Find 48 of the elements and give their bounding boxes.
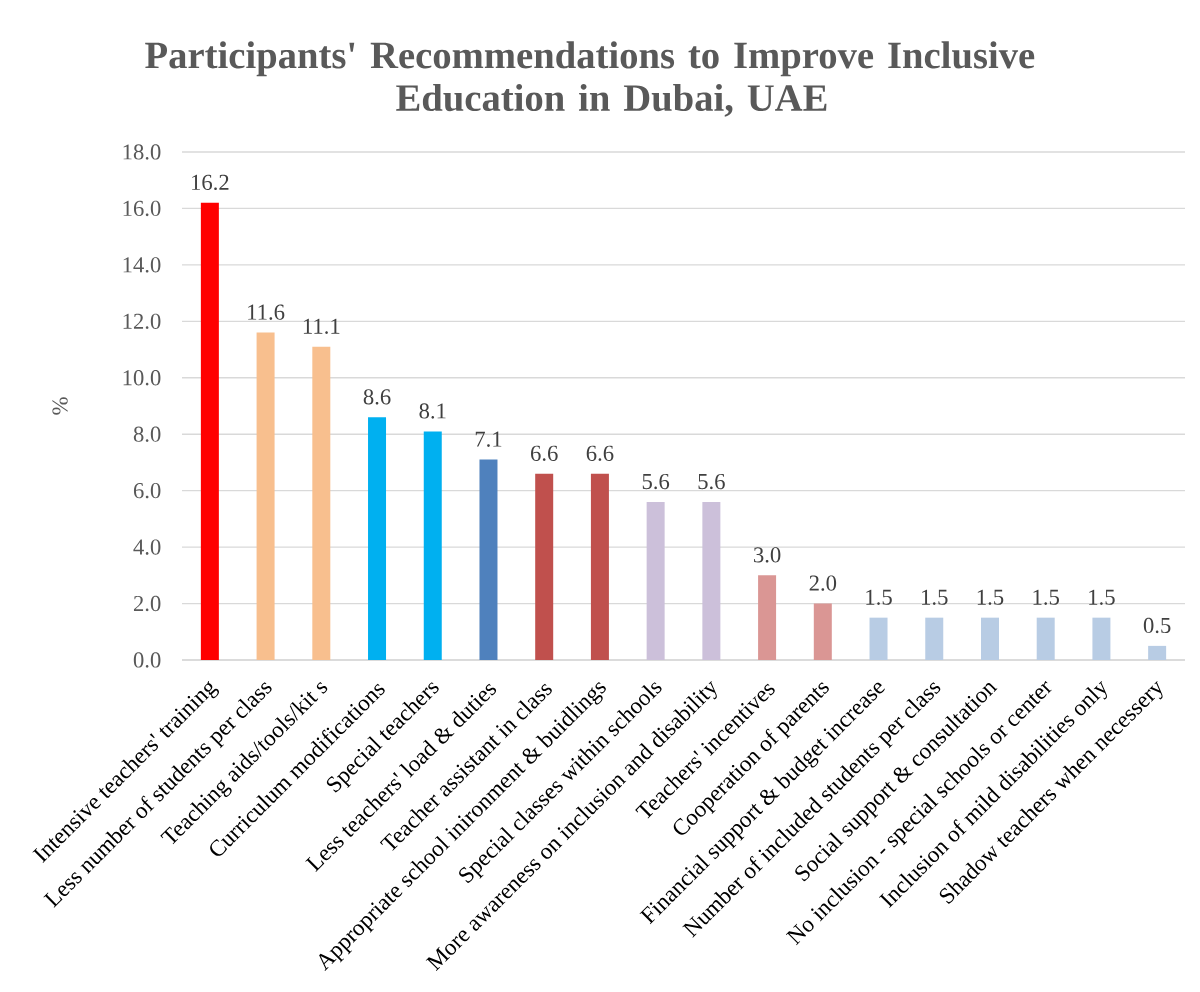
data-label: 1.5	[977, 589, 1004, 605]
chart-title: Participants' Recommendations to Improve Inclusive Education in Dubai, UAE	[145, 41, 1035, 117]
bar	[980, 617, 999, 660]
y-axis-title: %	[52, 397, 68, 415]
bar	[1036, 617, 1055, 660]
bar	[869, 617, 888, 660]
y-tick-label: 8.0	[133, 426, 161, 442]
bar	[1148, 645, 1167, 660]
data-label: 1.5	[1089, 589, 1115, 605]
bar	[368, 417, 387, 660]
bar	[925, 617, 944, 660]
data-label: 3.0	[754, 547, 781, 563]
bar	[256, 332, 275, 660]
data-label: 2.0	[809, 575, 837, 591]
bar	[646, 501, 665, 660]
data-label: 1.5	[866, 589, 892, 605]
bar	[200, 202, 219, 660]
bar	[590, 473, 609, 660]
data-label: 1.5	[1033, 589, 1059, 605]
bar	[1092, 617, 1111, 660]
data-label: 8.1	[419, 403, 446, 419]
data-label: 0.5	[1143, 617, 1171, 634]
data-label: 6.6	[531, 445, 558, 462]
bar	[479, 459, 498, 660]
y-tick-label: 16.0	[123, 200, 161, 217]
y-tick-label: 18.0	[123, 144, 161, 160]
y-tick-label: 0.0	[133, 652, 161, 668]
data-label: 5.6	[698, 473, 725, 490]
y-tick-label: 4.0	[133, 539, 161, 555]
y-tick-label: 14.0	[123, 257, 161, 273]
bar	[312, 346, 331, 660]
bar	[423, 431, 442, 660]
bar	[535, 473, 554, 660]
data-label: 16.2	[192, 174, 229, 191]
y-tick-label: 10.0	[123, 370, 161, 386]
data-label: 7.1	[475, 431, 502, 447]
data-label: 11.1	[303, 318, 340, 335]
data-label: 8.6	[363, 389, 391, 405]
data-label: 11.6	[248, 304, 285, 320]
data-label: 1.5	[922, 589, 948, 605]
bar	[702, 501, 721, 660]
data-label: 5.6	[642, 473, 670, 490]
y-tick-label: 2.0	[133, 595, 161, 612]
y-tick-label: 6.0	[133, 482, 161, 499]
data-label: 6.6	[586, 445, 614, 462]
bar	[758, 575, 777, 660]
y-tick-label: 12.0	[123, 313, 161, 330]
bar	[813, 603, 832, 660]
